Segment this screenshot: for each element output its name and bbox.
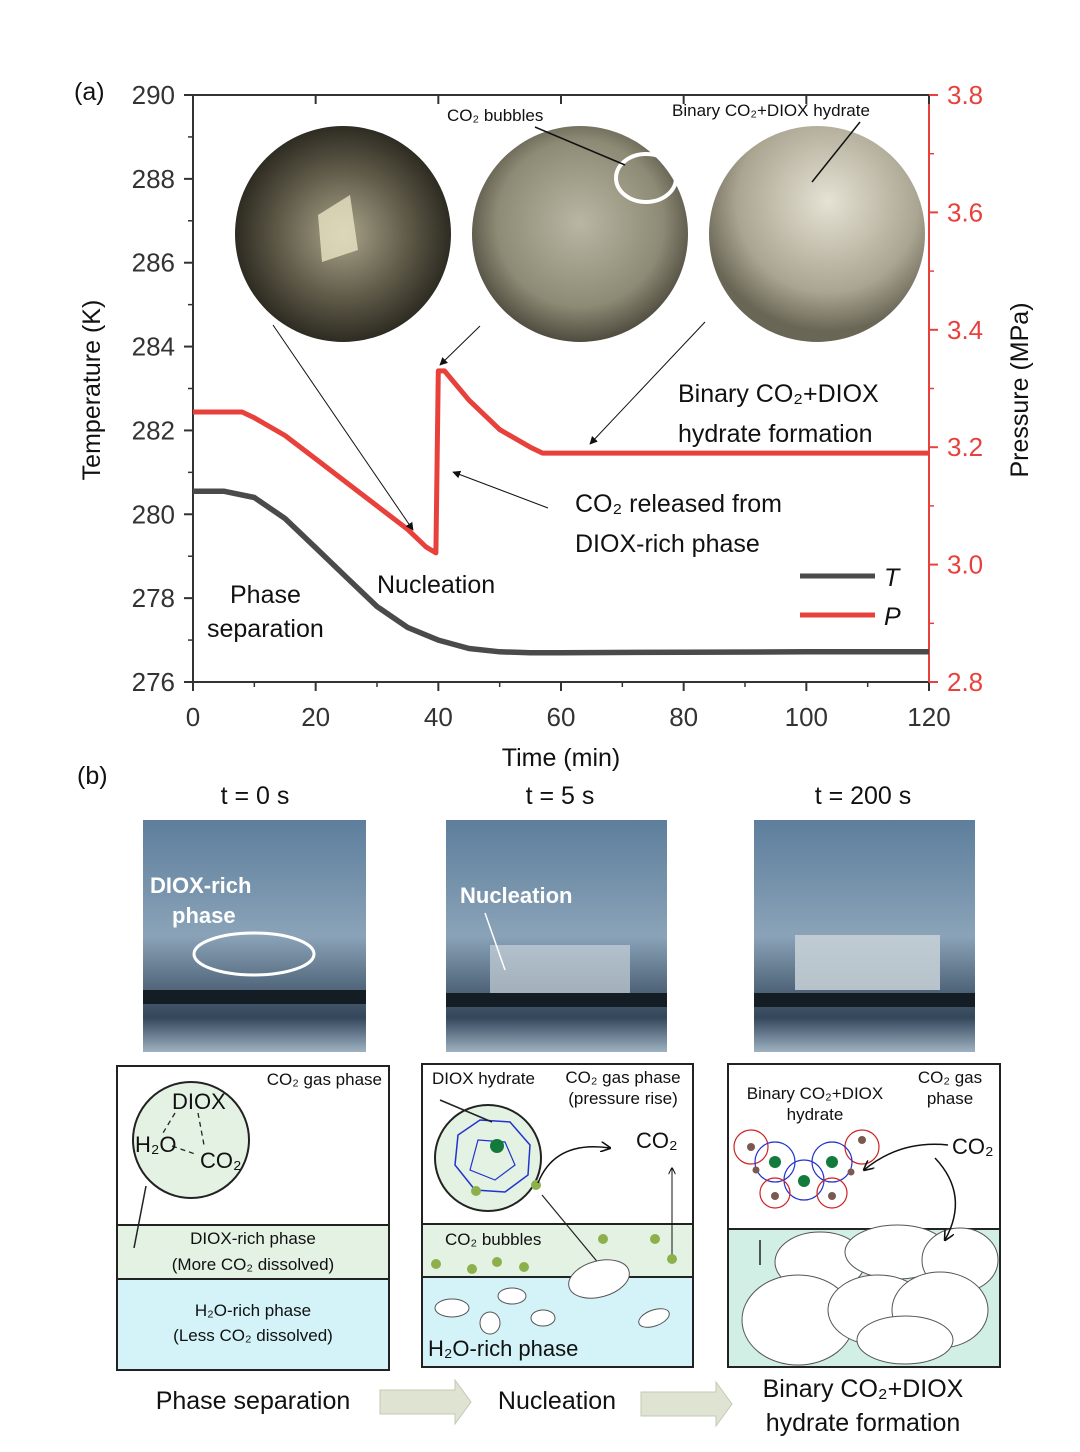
photo-reflection — [318, 195, 358, 262]
y2-tick-label: 3.2 — [947, 432, 983, 462]
bubbles-highlight — [614, 152, 678, 204]
arrow-icon — [452, 470, 549, 509]
annotation-phase-2: separation — [207, 615, 324, 643]
label-more-co2: (More CO₂ dissolved) — [172, 1255, 334, 1274]
y-tick-label: 288 — [132, 164, 175, 194]
y2-tick-label: 3.0 — [947, 550, 983, 580]
y2-tick-label: 3.8 — [947, 80, 983, 110]
panel-b-label: (b) — [77, 762, 108, 790]
y-tick-label: 278 — [132, 583, 175, 613]
label-gas-phase: CO₂ gas phase — [267, 1070, 382, 1089]
y2-axis-label: Pressure (MPa) — [1006, 302, 1034, 477]
annotation-phase-1: Phase — [230, 581, 301, 609]
diagram-phase-separation: CO₂ gas phase DIOX H₂O CO₂ DIOX-rich pha… — [116, 1065, 390, 1371]
photo-label-nucleation: Nucleation — [460, 883, 572, 908]
arrow-icon — [272, 324, 414, 531]
pointer-line — [811, 121, 861, 183]
series-line-P — [193, 368, 929, 556]
y-tick-label: 286 — [132, 248, 175, 278]
label-binary-hydrate-1: Binary CO₂+DIOX — [747, 1084, 884, 1103]
y-tick-label: 280 — [132, 499, 175, 529]
label-co2: CO₂ — [200, 1148, 242, 1173]
photo-hydrate — [709, 126, 925, 342]
stage-formation-2: hydrate formation — [766, 1409, 961, 1437]
x-tick-label: 0 — [186, 702, 200, 732]
arrow-icon — [589, 321, 706, 445]
x-axis-label: Time (min) — [502, 744, 621, 772]
annotation-formation-1: Binary CO₂+DIOX — [678, 380, 879, 408]
y-tick-label: 290 — [132, 80, 175, 110]
label-gas-phase: CO₂ gas phase — [565, 1068, 680, 1087]
annotation-released-1: CO₂ released from — [575, 490, 782, 518]
stage-formation-1: Binary CO₂+DIOX — [763, 1375, 964, 1403]
diagram-nucleation: DIOX hydrate CO₂ gas phase (pressure ris… — [421, 1063, 694, 1368]
time-label-200: t = 200 s — [815, 782, 912, 810]
chart-axes: 0 20 40 60 80 100 120 276 278 280 282 284 286 288 290 2… — [132, 80, 984, 732]
y-tick-label: 282 — [132, 415, 175, 445]
annotation-nucleation: Nucleation — [377, 571, 495, 599]
annotation-bubbles: CO₂ bubbles — [447, 106, 543, 125]
y2-tick-label: 2.8 — [947, 667, 983, 697]
y-tick-label: 284 — [132, 332, 175, 362]
annotation-released-2: DIOX-rich phase — [575, 530, 760, 558]
x-tick-label: 40 — [424, 702, 453, 732]
y-tick-label: 276 — [132, 667, 175, 697]
photo-nucleation — [472, 126, 688, 342]
x-tick-label: 20 — [301, 702, 330, 732]
cage-lattice-icon — [733, 1129, 880, 1209]
x-tick-label: 60 — [547, 702, 576, 732]
label-h2o-rich: H₂O-rich phase — [195, 1301, 311, 1320]
x-tick-label: 100 — [785, 702, 828, 732]
label-gas-1: CO₂ gas — [918, 1068, 982, 1087]
photo-label-diox-1: DIOX-rich — [150, 873, 251, 898]
y2-tick-label: 3.6 — [947, 197, 983, 227]
tube-photo-200s — [754, 820, 975, 1052]
label-diox-hydrate: DIOX hydrate — [432, 1069, 535, 1088]
photo-label-diox-2: phase — [172, 903, 236, 928]
label-h2o-rich: H₂O-rich phase — [428, 1336, 578, 1361]
panel-a-label: (a) — [74, 78, 105, 106]
cage-icon — [454, 1119, 531, 1193]
stage-arrow-icon — [379, 1378, 472, 1426]
time-label-5: t = 5 s — [526, 782, 595, 810]
stage-nucleation: Nucleation — [498, 1387, 616, 1415]
label-h2o: H₂O — [135, 1132, 177, 1157]
stage-phase-separation: Phase separation — [156, 1387, 351, 1415]
diagram-hydrate-formation: Binary CO₂+DIOX hydrate CO₂ gas phase CO… — [727, 1063, 1001, 1368]
label-diox: DIOX — [172, 1089, 226, 1114]
chart-series — [193, 368, 929, 656]
label-co2: CO₂ — [636, 1128, 678, 1153]
arrow-icon — [439, 325, 481, 366]
legend-label-P: P — [884, 603, 901, 631]
time-label-0: t = 0 s — [221, 782, 290, 810]
label-co2-bubbles: CO₂ bubbles — [445, 1230, 541, 1249]
guest-molecule-icon — [490, 1139, 504, 1153]
pointer-line — [534, 126, 626, 166]
label-diox-rich: DIOX-rich phase — [190, 1229, 316, 1248]
tube-photo-0s: DIOX-rich phase — [143, 820, 366, 1052]
tube-photo-5s: Nucleation — [446, 820, 667, 1052]
annotation-hydrate-photo: Binary CO₂+DIOX hydrate — [672, 101, 870, 120]
legend-label-T: T — [884, 564, 901, 592]
y-axis-label: Temperature (K) — [78, 300, 106, 481]
stage-arrow-icon — [640, 1380, 733, 1428]
x-tick-label: 80 — [669, 702, 698, 732]
label-pressure-rise: (pressure rise) — [568, 1089, 678, 1108]
label-co2: CO₂ — [952, 1134, 994, 1159]
label-binary-hydrate-2: hydrate — [787, 1105, 844, 1124]
label-gas-2: phase — [927, 1089, 973, 1108]
series-line-T — [193, 488, 929, 656]
annotation-formation-2: hydrate formation — [678, 420, 873, 448]
x-tick-label: 120 — [907, 702, 950, 732]
label-less-co2: (Less CO₂ dissolved) — [173, 1326, 333, 1345]
y2-tick-label: 3.4 — [947, 315, 983, 345]
